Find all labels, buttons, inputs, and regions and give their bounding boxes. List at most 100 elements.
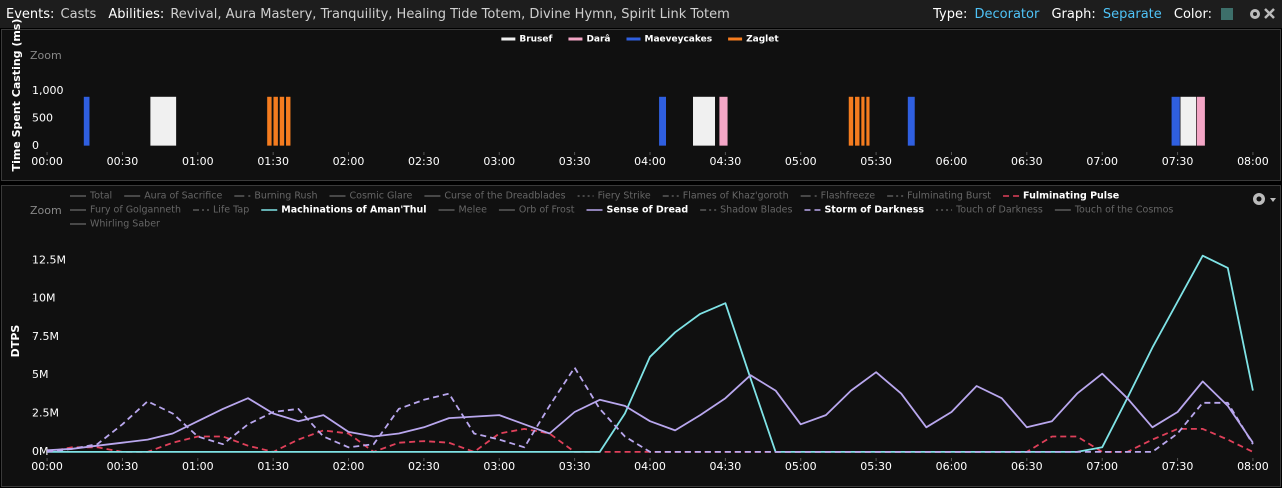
- legend-label[interactable]: Fulminating Burst: [907, 191, 991, 202]
- y-axis-title: Time Spent Casting (ms): [10, 19, 23, 172]
- abilities-label: Abilities:: [108, 7, 164, 22]
- cast-bar: [692, 96, 716, 147]
- legend-label[interactable]: Touch of Darkness: [955, 205, 1043, 216]
- cast-bar: [272, 96, 279, 147]
- x-tick-label: 00:00: [31, 155, 63, 168]
- legend-label[interactable]: Burning Rush: [254, 191, 317, 202]
- y-tick-label: 500: [32, 111, 53, 124]
- color-label: Color:: [1174, 7, 1212, 22]
- legend-label: Brusef: [519, 35, 552, 45]
- y-tick-label: 0M: [32, 445, 49, 458]
- series-line: [46, 366, 1254, 453]
- legend-label: Maeveycakes: [645, 35, 713, 45]
- x-tick-label: 02:00: [333, 460, 365, 473]
- y-axis-title: DTPS: [9, 325, 22, 358]
- x-tick-label: 07:00: [1086, 460, 1118, 473]
- graph-label: Graph:: [1051, 7, 1095, 22]
- dtps-panel: [1, 185, 1281, 487]
- type-value[interactable]: Decorator: [975, 7, 1040, 22]
- x-tick-label: 05:30: [860, 155, 892, 168]
- legend-label: Zaglet: [746, 35, 779, 45]
- legend-label[interactable]: Aura of Sacrifice: [144, 191, 222, 202]
- legend-label[interactable]: Touch of the Cosmos: [1074, 205, 1174, 216]
- x-tick-label: 07:30: [1162, 155, 1194, 168]
- cast-panel: [1, 29, 1281, 181]
- cast-bar: [848, 96, 854, 147]
- legend-label[interactable]: Sense of Dread: [607, 205, 689, 216]
- x-tick-label: 00:30: [107, 460, 139, 473]
- x-tick-label: 03:30: [559, 460, 591, 473]
- x-tick-label: 06:30: [1011, 460, 1043, 473]
- x-tick-label: 03:00: [483, 155, 515, 168]
- x-tick-label: 05:00: [785, 155, 817, 168]
- cast-bar: [854, 96, 861, 147]
- cast-bar: [83, 96, 91, 147]
- y-tick-label: 12.5M: [32, 253, 66, 266]
- cast-bar: [1196, 96, 1206, 147]
- x-tick-label: 01:30: [257, 460, 289, 473]
- legend-label[interactable]: Cosmic Glare: [350, 191, 413, 202]
- settings-icon[interactable]: [1250, 9, 1260, 19]
- cast-bar: [285, 96, 292, 147]
- graph-value[interactable]: Separate: [1103, 7, 1162, 22]
- close-icon[interactable]: [1264, 8, 1275, 19]
- x-tick-label: 03:00: [483, 460, 515, 473]
- type-label: Type:: [932, 7, 967, 22]
- y-tick-label: 1,000: [32, 84, 64, 97]
- x-tick-label: 04:00: [634, 155, 666, 168]
- cast-bar: [860, 96, 866, 147]
- cast-bar: [907, 96, 916, 147]
- events-label: Events:: [6, 7, 54, 22]
- legend-label[interactable]: Fulminating Pulse: [1023, 191, 1119, 202]
- y-tick-label: 2.5M: [32, 407, 59, 420]
- x-tick-label: 00:30: [107, 155, 139, 168]
- x-tick-label: 02:00: [333, 155, 365, 168]
- x-tick-label: 00:00: [31, 460, 63, 473]
- x-tick-label: 07:30: [1162, 460, 1194, 473]
- series-line: [47, 254, 1254, 453]
- toolbar-right: Type: Decorator Graph: Separate Color:: [932, 7, 1212, 22]
- x-tick-label: 04:00: [634, 460, 666, 473]
- x-tick-label: 02:30: [408, 155, 440, 168]
- legend: Brusef Darâ Maeveycakes Zaglet: [501, 35, 779, 45]
- x-tick-label: 01:00: [182, 460, 214, 473]
- legend-label[interactable]: Whirling Saber: [90, 219, 160, 230]
- color-swatch[interactable]: [1221, 8, 1233, 20]
- cast-bar: [658, 96, 667, 147]
- x-tick-label: 02:30: [408, 460, 440, 473]
- x-tick-label: 01:00: [182, 155, 214, 168]
- legend-label[interactable]: Fiery Strike: [598, 191, 651, 202]
- toolbar-left: Events: Casts Abilities: Revival, Aura M…: [6, 7, 730, 22]
- y-tick-label: 10M: [32, 292, 56, 305]
- chart-settings-icon[interactable]: [1253, 193, 1276, 205]
- y-tick-label: 5M: [32, 368, 49, 381]
- legend-label[interactable]: Total: [89, 191, 112, 202]
- legend-label[interactable]: Life Tap: [213, 205, 249, 216]
- legend-label[interactable]: Fury of Golganneth: [90, 205, 181, 216]
- x-tick-label: 05:00: [785, 460, 817, 473]
- x-tick-label: 04:30: [710, 460, 742, 473]
- legend-label[interactable]: Curse of the Dreadblades: [444, 191, 565, 202]
- events-value[interactable]: Casts: [61, 7, 97, 22]
- legend-label[interactable]: Shadow Blades: [720, 205, 792, 216]
- legend-label[interactable]: Machinations of Aman'Thul: [281, 205, 426, 216]
- zoom-label: Zoom: [30, 49, 62, 62]
- legend-label[interactable]: Flashfreeze: [821, 191, 876, 202]
- y-tick-label: 0: [32, 139, 39, 152]
- cast-bar: [279, 96, 285, 147]
- x-tick-label: 08:00: [1237, 460, 1269, 473]
- x-tick-label: 05:30: [860, 460, 892, 473]
- cast-bar: [1179, 96, 1197, 147]
- legend-label[interactable]: Flames of Khaz'goroth: [683, 191, 789, 202]
- y-tick-label: 7.5M: [32, 330, 59, 343]
- toolbar: [0, 0, 1282, 28]
- abilities-value[interactable]: Revival, Aura Mastery, Tranquility, Heal…: [170, 7, 729, 22]
- zoom-label: Zoom: [30, 204, 62, 217]
- legend-label[interactable]: Melee: [459, 205, 488, 216]
- legend-label[interactable]: Orb of Frost: [519, 205, 575, 216]
- legend-label[interactable]: Storm of Darkness: [824, 205, 924, 216]
- x-tick-label: 04:30: [710, 155, 742, 168]
- x-tick-label: 01:30: [257, 155, 289, 168]
- cast-bar: [1170, 96, 1181, 147]
